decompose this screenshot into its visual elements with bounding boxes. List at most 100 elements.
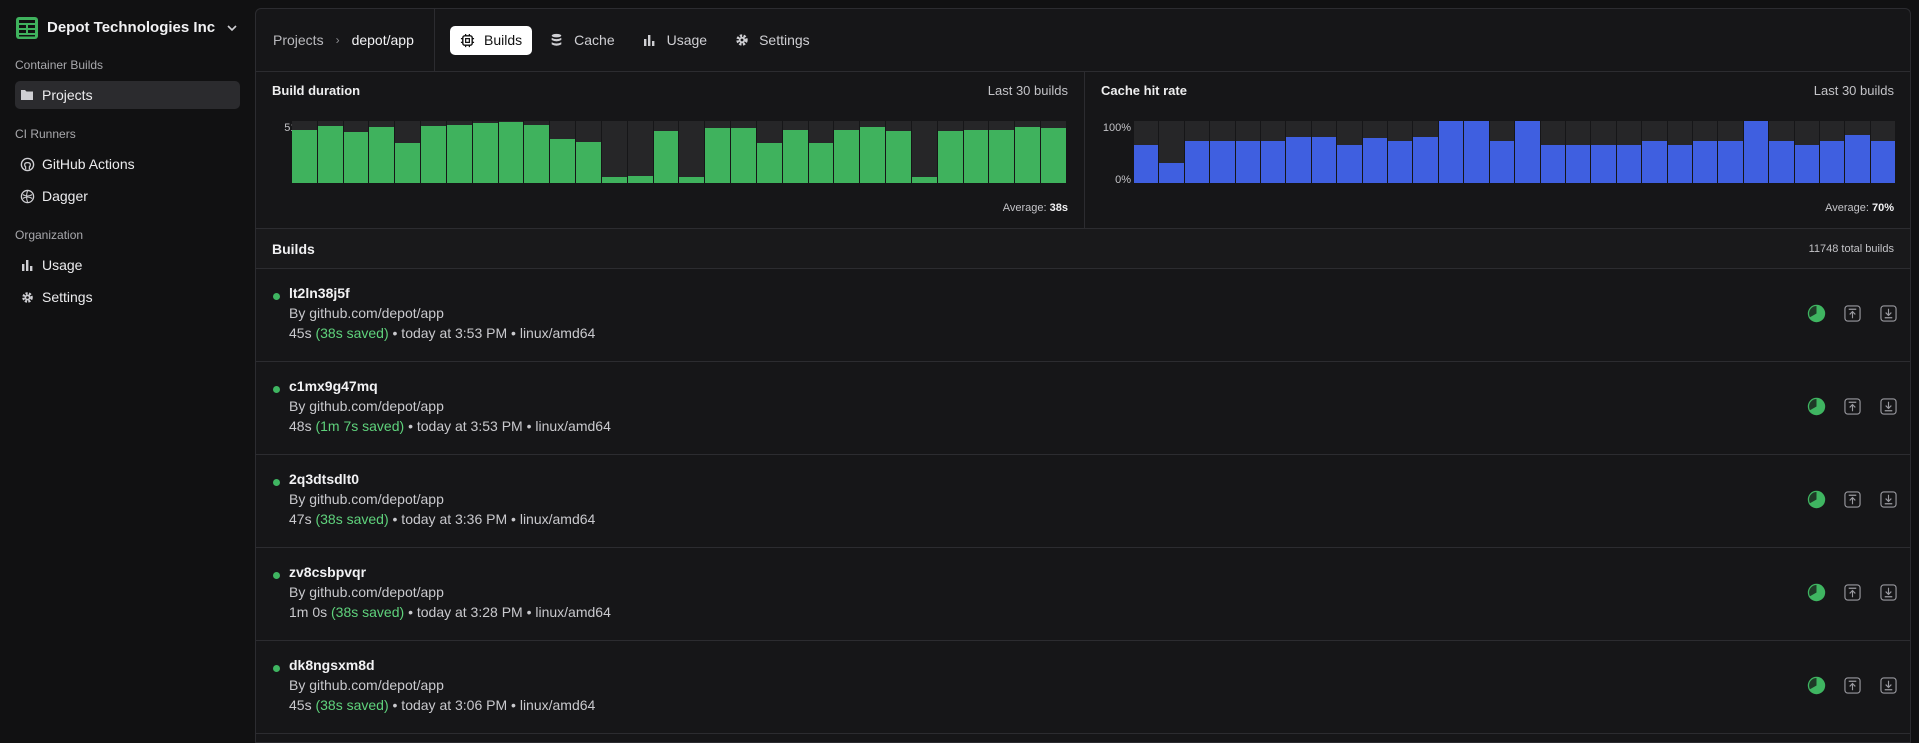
bar-track[interactable] [1286, 121, 1311, 183]
upload-icon[interactable] [1843, 304, 1862, 323]
sidebar-item-settings[interactable]: Settings [15, 283, 240, 311]
bar-track[interactable] [834, 121, 860, 183]
bar-track[interactable] [1159, 121, 1184, 183]
download-icon[interactable] [1879, 490, 1898, 509]
bar-track[interactable] [421, 121, 446, 183]
bar-track[interactable] [653, 121, 679, 183]
bar-track[interactable] [1489, 121, 1515, 183]
bar-track[interactable] [1337, 121, 1362, 183]
bar-track[interactable] [1718, 121, 1743, 183]
bar-track[interactable] [395, 121, 421, 183]
download-icon[interactable] [1879, 304, 1898, 323]
bar-track[interactable] [1235, 121, 1261, 183]
build-id[interactable]: 2q3dtsdlt0 [289, 471, 360, 487]
bar-track[interactable] [1616, 121, 1642, 183]
cache-status-icon[interactable] [1807, 304, 1826, 323]
org-switcher[interactable]: Depot Technologies Inc [15, 14, 240, 41]
bar-track[interactable] [601, 121, 627, 183]
bar-track[interactable] [1134, 121, 1159, 183]
bar-track[interactable] [1311, 121, 1337, 183]
bar-track[interactable] [524, 121, 550, 183]
sidebar-item-usage[interactable]: Usage [15, 251, 240, 279]
bar-track[interactable] [550, 121, 576, 183]
bar-track[interactable] [731, 121, 756, 183]
build-id[interactable]: lt2ln38j5f [289, 285, 350, 301]
tab-builds[interactable]: Builds [450, 25, 533, 55]
tab-settings[interactable]: Settings [725, 26, 820, 55]
bar-track[interactable] [369, 121, 395, 183]
bar-track[interactable] [1591, 121, 1616, 183]
upload-icon[interactable] [1843, 676, 1862, 695]
tab-usage[interactable]: Usage [633, 26, 717, 55]
bar-track[interactable] [963, 121, 989, 183]
bar-track[interactable] [1210, 121, 1235, 183]
section-label-ci-runners: CI Runners [15, 127, 76, 141]
download-icon[interactable] [1879, 676, 1898, 695]
build-id[interactable]: dk8ngsxm8d [289, 657, 375, 673]
bar-track[interactable] [989, 121, 1015, 183]
bar-track[interactable] [1041, 121, 1066, 183]
bar-track[interactable] [472, 121, 498, 183]
sidebar-item-github-actions[interactable]: GitHub Actions [15, 150, 240, 178]
bar [860, 127, 886, 183]
bar-track[interactable] [1438, 121, 1464, 183]
breadcrumb-projects[interactable]: Projects [273, 32, 324, 48]
bar-track[interactable] [886, 121, 911, 183]
build-id[interactable]: c1mx9g47mq [289, 378, 378, 394]
build-row[interactable]: zv8csbpvqr By github.com/depot/app 1m 0s… [256, 548, 1910, 641]
bar-track[interactable] [446, 121, 472, 183]
build-row[interactable]: dk8ngsxm8d By github.com/depot/app 45s (… [256, 641, 1910, 734]
bar-track[interactable] [1261, 121, 1286, 183]
bar-track[interactable] [756, 121, 782, 183]
bar-track[interactable] [317, 121, 343, 183]
bar-track[interactable] [1515, 121, 1540, 183]
cache-status-icon[interactable] [1807, 397, 1826, 416]
bar-track[interactable] [1565, 121, 1591, 183]
build-id[interactable]: zv8csbpvqr [289, 564, 367, 580]
bar-track[interactable] [498, 121, 524, 183]
build-row[interactable]: 2q3dtsdlt0 By github.com/depot/app 47s (… [256, 455, 1910, 548]
upload-icon[interactable] [1843, 490, 1862, 509]
bar-track[interactable] [1362, 121, 1388, 183]
bar-track[interactable] [292, 121, 317, 183]
bar-track[interactable] [679, 121, 705, 183]
upload-icon[interactable] [1843, 397, 1862, 416]
download-icon[interactable] [1879, 397, 1898, 416]
upload-icon[interactable] [1843, 583, 1862, 602]
cache-status-icon[interactable] [1807, 490, 1826, 509]
bar [1769, 140, 1794, 183]
bar-track[interactable] [808, 121, 834, 183]
bar-track[interactable] [911, 121, 937, 183]
bar-track[interactable] [1642, 121, 1667, 183]
bar-track[interactable] [1464, 121, 1489, 183]
bar-track[interactable] [1769, 121, 1794, 183]
bar-track[interactable] [1015, 121, 1041, 183]
bar-track[interactable] [1692, 121, 1718, 183]
bar-track[interactable] [1540, 121, 1565, 183]
bar-track[interactable] [937, 121, 963, 183]
bar-track[interactable] [343, 121, 369, 183]
bar-track[interactable] [1845, 121, 1870, 183]
bar-track[interactable] [705, 121, 731, 183]
download-icon[interactable] [1879, 583, 1898, 602]
build-row[interactable]: lt2ln38j5f By github.com/depot/app 45s (… [256, 269, 1910, 362]
build-meta: 47s (38s saved) • today at 3:36 PM • lin… [289, 509, 1910, 529]
bar-track[interactable] [1667, 121, 1692, 183]
bar-track[interactable] [1819, 121, 1845, 183]
bar-track[interactable] [782, 121, 808, 183]
cache-status-icon[interactable] [1807, 676, 1826, 695]
sidebar-item-dagger[interactable]: Dagger [15, 182, 240, 210]
cache-status-icon[interactable] [1807, 583, 1826, 602]
bar-track[interactable] [1184, 121, 1210, 183]
bar-track[interactable] [1870, 121, 1896, 183]
bar-track[interactable] [1743, 121, 1769, 183]
sidebar-item-projects[interactable]: Projects [15, 81, 240, 109]
bar-track[interactable] [576, 121, 601, 183]
bar-track[interactable] [1794, 121, 1819, 183]
bar-track[interactable] [860, 121, 886, 183]
tab-cache[interactable]: Cache [540, 26, 624, 55]
build-row[interactable]: c1mx9g47mq By github.com/depot/app 48s (… [256, 362, 1910, 455]
bar-track[interactable] [627, 121, 653, 183]
bar-track[interactable] [1413, 121, 1438, 183]
bar-track[interactable] [1388, 121, 1413, 183]
